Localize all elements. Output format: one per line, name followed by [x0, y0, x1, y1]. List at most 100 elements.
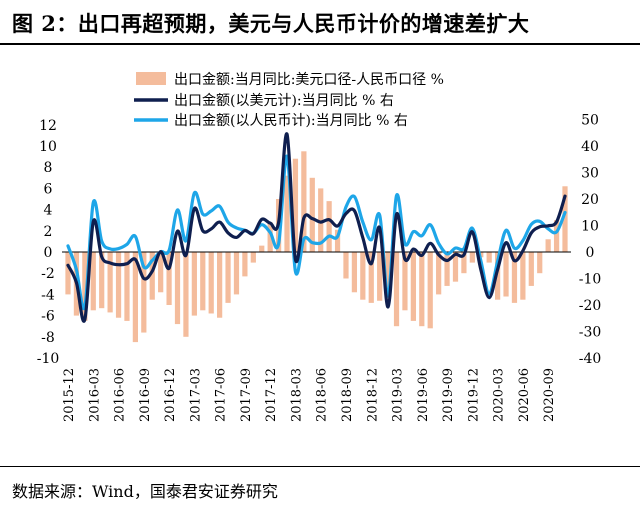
- figure-title: 图 2：出口再超预期，美元与人民币计价的增速差扩大: [12, 11, 530, 36]
- bar: [183, 252, 189, 337]
- x-axis-tick-label: 2016-03: [87, 368, 102, 422]
- x-axis-tick-label: 2020-03: [492, 368, 507, 422]
- bar: [419, 252, 425, 327]
- bar: [284, 175, 290, 252]
- bar: [208, 252, 214, 314]
- bar: [166, 252, 172, 305]
- left-axis-tick-label: -6: [41, 309, 55, 325]
- bar: [233, 252, 240, 295]
- bar: [90, 252, 96, 311]
- bar: [200, 252, 206, 311]
- bar: [115, 252, 122, 318]
- left-axis-tick-label: 8: [44, 160, 53, 176]
- bar: [444, 252, 450, 286]
- bar: [191, 252, 197, 316]
- right-axis-tick-label: 40: [581, 139, 599, 155]
- bar: [436, 252, 442, 295]
- bar: [309, 177, 315, 252]
- right-axis: 50 40 30 20 10 0 -10 -20 -30 -40: [579, 113, 602, 368]
- left-axis-tick-label: 10: [39, 139, 57, 155]
- right-axis-tick-label: -20: [579, 298, 602, 314]
- bar: [360, 252, 366, 300]
- bar: [486, 252, 492, 263]
- bar: [132, 252, 139, 343]
- left-axis-tick-label: -4: [41, 287, 55, 303]
- bar: [427, 252, 433, 329]
- bar: [334, 229, 341, 252]
- x-axis-tick-label: 2016-12: [163, 368, 178, 422]
- bar: [503, 252, 509, 297]
- x-axis-tick-label: 2018-09: [340, 368, 355, 422]
- x-axis-tick-label: 2019-12: [466, 368, 481, 422]
- legend-swatch-bar: [136, 72, 166, 85]
- right-axis-tick-label: -10: [579, 272, 602, 288]
- bar: [402, 252, 408, 311]
- line-usd: [66, 132, 567, 323]
- chart: 出口金额:当月同比:美元口径-人民币口径 % 出口金额(以美元计):当月同比 % …: [37, 72, 602, 422]
- bar: [82, 252, 88, 321]
- legend-label: 出口金额(以美元计):当月同比 % 右: [174, 93, 394, 109]
- bar: [326, 201, 332, 252]
- bar: [545, 239, 551, 252]
- bar: [259, 245, 265, 252]
- title-rule: [0, 43, 640, 45]
- bar: [520, 252, 526, 300]
- line-rmb: [66, 154, 567, 311]
- left-axis-tick-label: -8: [41, 330, 55, 346]
- bar: [217, 252, 223, 318]
- bar: [410, 252, 416, 321]
- bar: [65, 252, 71, 295]
- x-axis-tick-label: 2016-06: [113, 368, 128, 422]
- x-axis-tick-label: 2017-09: [239, 368, 254, 422]
- bar: [158, 252, 164, 293]
- bar: [511, 252, 518, 303]
- bar: [393, 252, 400, 327]
- bar: [343, 252, 349, 279]
- bar: [267, 222, 273, 252]
- x-axis-tick-labels: 2015-12 2016-03 2016-06 2016-09 2016-12 2017-…: [62, 368, 557, 422]
- x-axis-tick-label: 2020-09: [542, 368, 557, 422]
- bar: [528, 252, 534, 286]
- x-axis-tick-label: 2019-09: [441, 368, 456, 422]
- bar: [553, 220, 560, 252]
- bar: [292, 158, 299, 252]
- bar: [469, 252, 475, 263]
- left-axis: 12 10 8 6 4 2 0 -2 -4 -6 -8 -10: [37, 118, 60, 367]
- line-series: [66, 132, 567, 323]
- legend-label: 出口金额:当月同比:美元口径-人民币口径 %: [174, 72, 444, 88]
- bar: [385, 252, 391, 295]
- footer-rule: [0, 466, 640, 467]
- bar: [318, 188, 324, 252]
- x-axis-tick-label: 2017-06: [214, 368, 229, 422]
- x-axis-tick-label: 2019-06: [416, 368, 431, 422]
- bar: [99, 252, 105, 309]
- left-axis-tick-label: 4: [44, 203, 53, 219]
- x-axis-tick-label: 2018-03: [289, 368, 304, 422]
- left-axis-tick-label: 6: [44, 181, 53, 197]
- legend-label: 出口金额(以人民币计):当月同比 % 右: [174, 113, 408, 129]
- bar: [377, 252, 383, 301]
- right-axis-tick-label: 10: [581, 219, 599, 235]
- x-axis-tick-label: 2020-06: [517, 368, 532, 422]
- right-axis-tick-label: 30: [581, 166, 599, 182]
- bar: [351, 252, 358, 293]
- left-axis-tick-label: 0: [44, 245, 53, 261]
- bar: [225, 252, 231, 303]
- x-axis-tick-label: 2017-03: [188, 368, 203, 422]
- right-axis-tick-label: 20: [581, 192, 599, 208]
- source-note: 数据来源：Wind，国泰君安证券研究: [12, 482, 278, 501]
- title-bar: 图 2：出口再超预期，美元与人民币计价的增速差扩大: [0, 0, 640, 45]
- bar: [537, 252, 543, 274]
- right-axis-tick-label: -30: [579, 325, 602, 341]
- left-axis-tick-label: 2: [44, 224, 53, 240]
- bar: [107, 252, 113, 313]
- bar: [242, 252, 248, 277]
- x-axis-tick-label: 2017-12: [264, 368, 279, 422]
- x-axis-tick-label: 2019-03: [391, 368, 406, 422]
- bar: [562, 186, 568, 252]
- bar: [141, 252, 147, 333]
- right-axis-tick-label: 50: [581, 113, 599, 129]
- bar: [174, 252, 181, 325]
- x-axis-tick-label: 2018-12: [365, 368, 380, 422]
- x-axis-tick-label: 2015-12: [62, 368, 77, 422]
